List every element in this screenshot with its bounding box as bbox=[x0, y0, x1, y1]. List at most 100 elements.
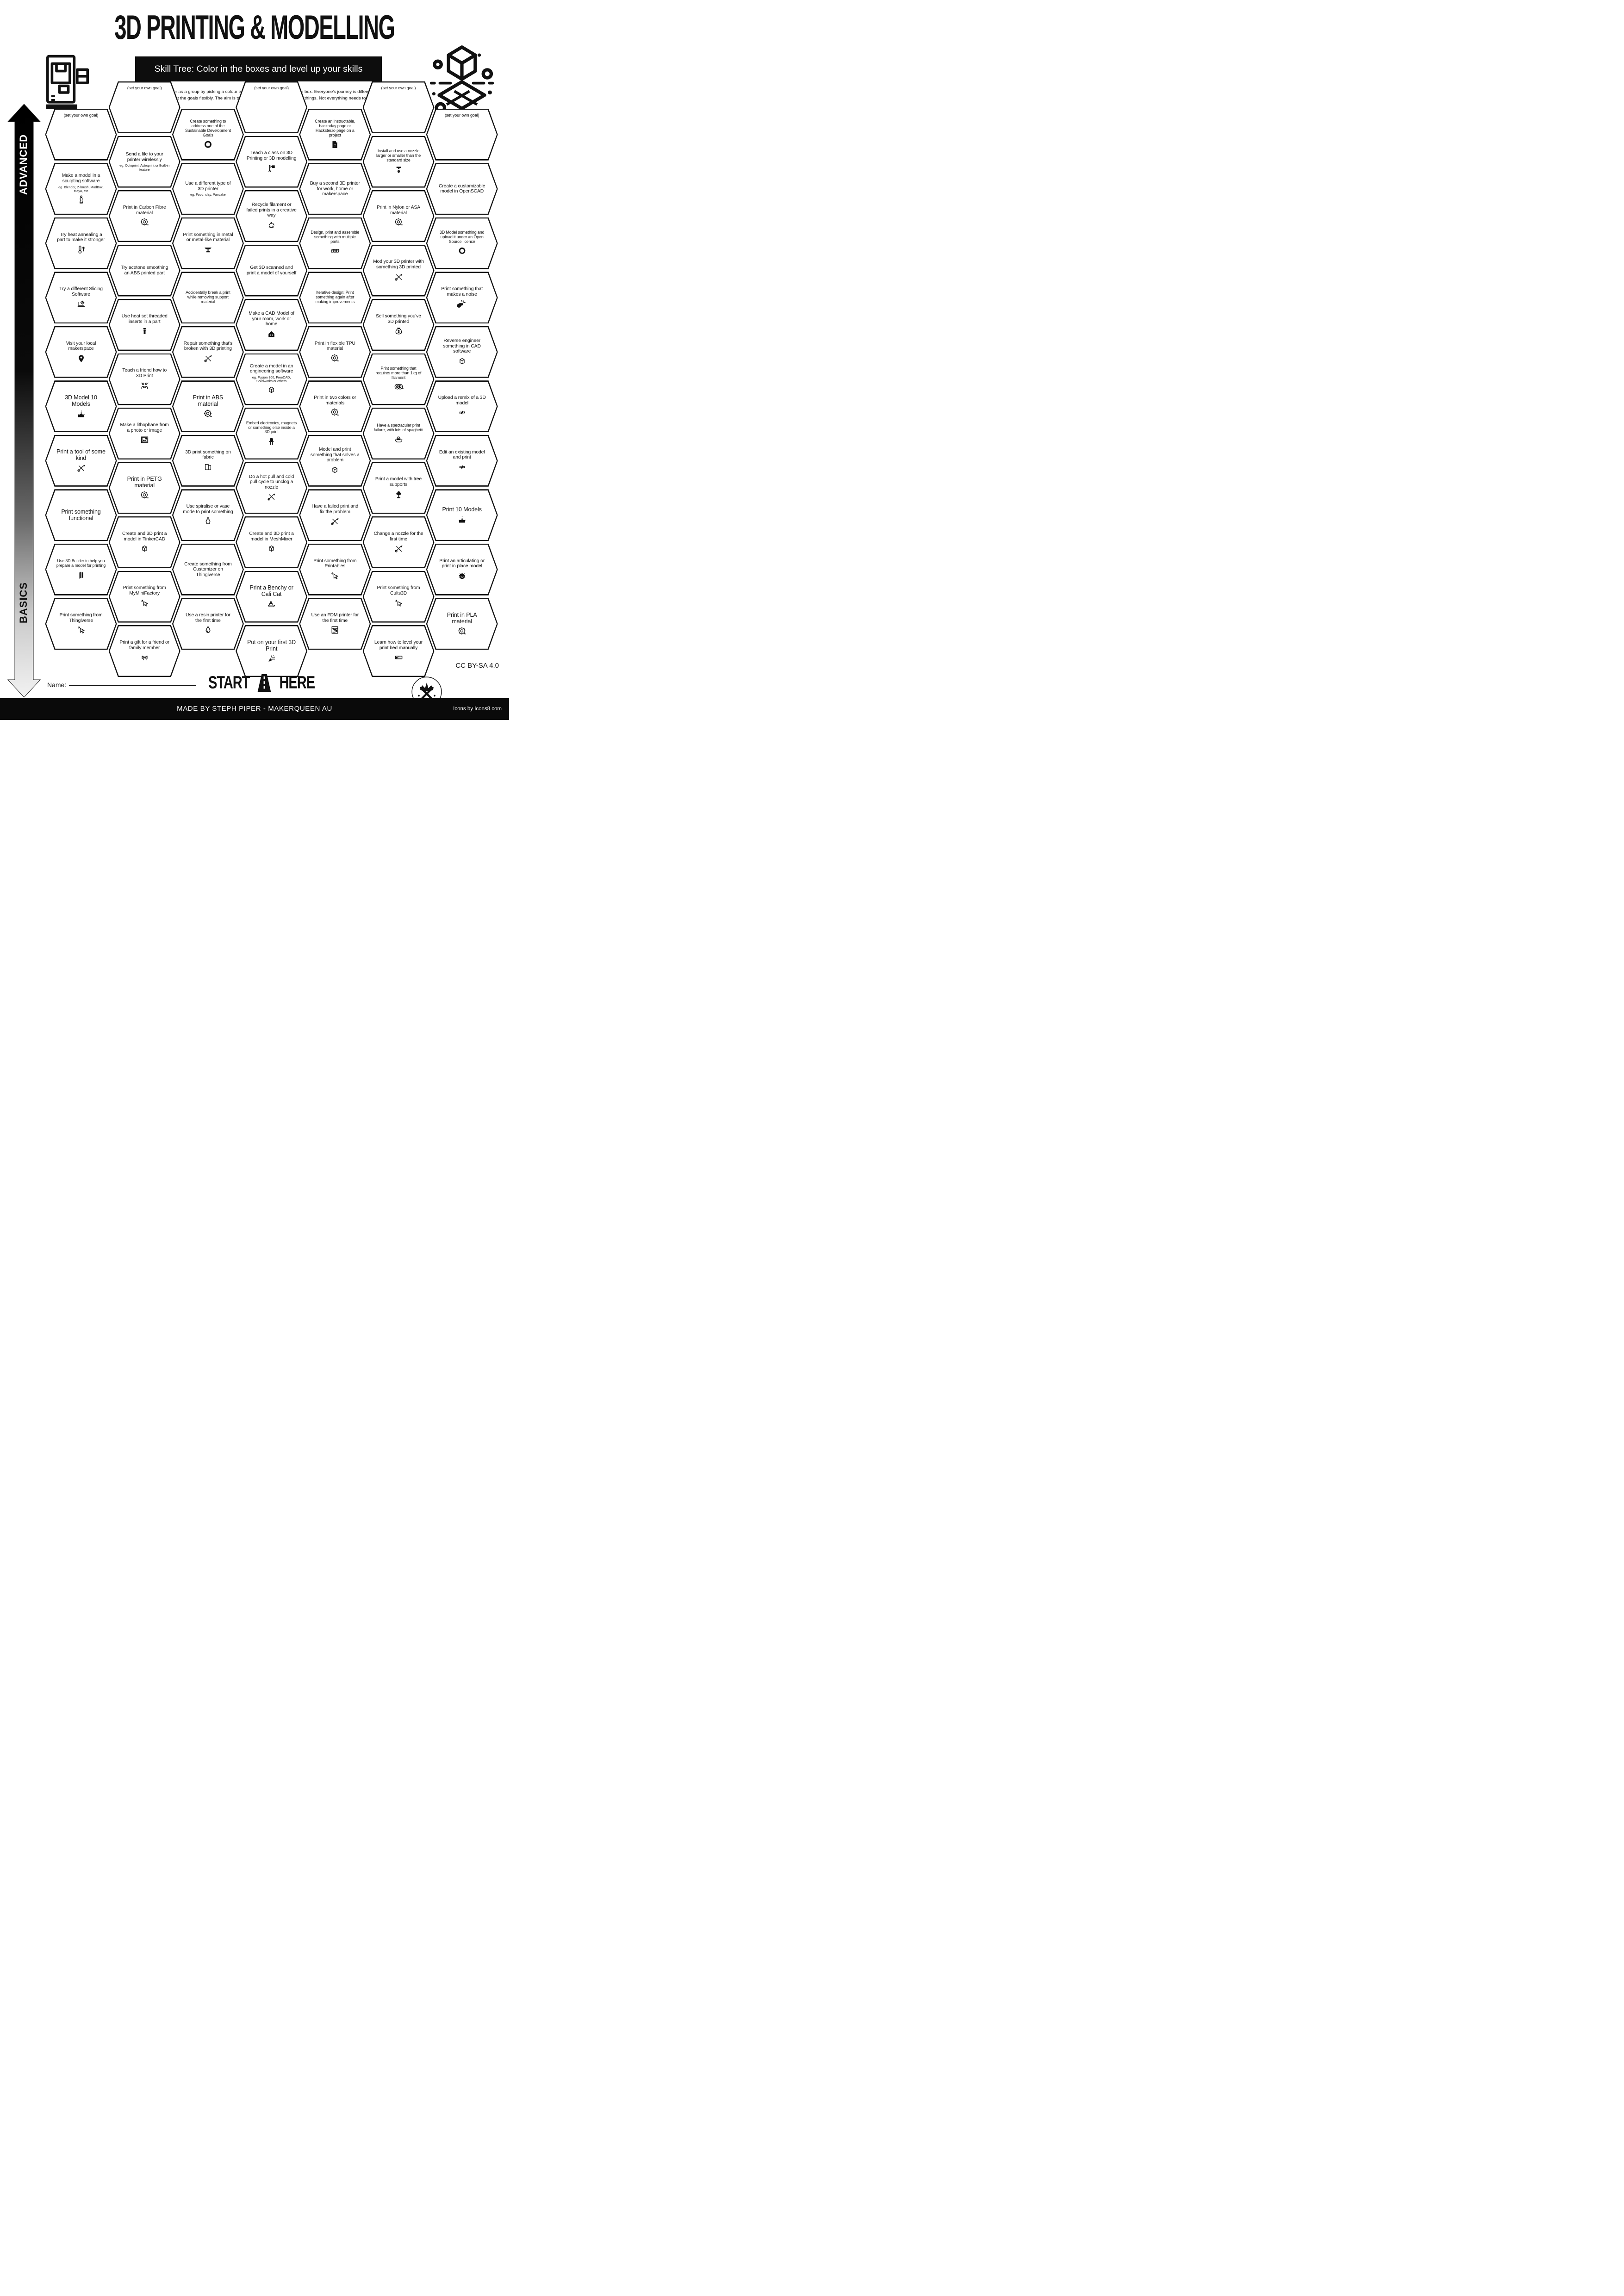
hex-cell[interactable]: Print in PETG material bbox=[108, 462, 180, 514]
hex-cell[interactable]: Print a Benchy or Cali Cat bbox=[236, 571, 308, 623]
crossed-tools-icon bbox=[394, 544, 404, 553]
hex-cell[interactable]: Mod your 3D printer with something 3D pr… bbox=[362, 244, 435, 297]
fabric-icon bbox=[203, 462, 213, 472]
hex-cell[interactable]: Reverse engineer something in CAD softwa… bbox=[426, 326, 498, 378]
hex-cell[interactable]: Use spiralise or vase mode to print some… bbox=[172, 489, 244, 541]
hex-cell[interactable]: 3D print something on fabric bbox=[172, 434, 244, 487]
hex-cell[interactable]: Iterative design: Print something again … bbox=[299, 272, 371, 324]
hex-cell[interactable]: Teach a friend how to 3D Print bbox=[108, 353, 180, 405]
skill-tree-poster: 3D PRINTING & MODELLING S bbox=[0, 0, 509, 720]
hex-cell[interactable]: Use a resin printer for the first time bbox=[172, 598, 244, 650]
hex-goal-cell[interactable]: (set your own goal) bbox=[45, 108, 117, 161]
name-field[interactable]: Name: bbox=[47, 681, 197, 689]
hex-cell[interactable]: 3D Model something and upload it under a… bbox=[426, 217, 498, 269]
hex-cell[interactable]: Use 3D Builder to help you prepare a mod… bbox=[45, 543, 117, 596]
hex-cell[interactable]: Print something functional bbox=[45, 489, 117, 541]
hex-cell[interactable]: Create and 3D print a model in MeshMixer bbox=[236, 516, 308, 568]
recycle-icon bbox=[267, 220, 276, 230]
hex-cell[interactable]: Do a hot pull and cold pull cycle to unc… bbox=[236, 462, 308, 514]
hex-cell[interactable]: Create a model in an engineering softwar… bbox=[236, 353, 308, 405]
cell-title: Install and use a nozzle larger or small… bbox=[376, 149, 421, 162]
cad-cube-icon bbox=[457, 356, 467, 366]
hex-cell[interactable]: Create an instructable, hackaday page or… bbox=[299, 108, 371, 161]
hex-goal-cell[interactable]: (set your own goal) bbox=[426, 108, 498, 161]
hex-cell[interactable]: Print something in metal or metal-like m… bbox=[172, 217, 244, 269]
hex-cell[interactable]: Model and print something that solves a … bbox=[299, 434, 371, 487]
cake-icon bbox=[457, 515, 467, 524]
nozzle-icon bbox=[394, 165, 404, 174]
hex-cell[interactable]: Print something from Printables bbox=[299, 543, 371, 596]
hex-cell[interactable]: Have a spectacular print failure, with l… bbox=[362, 408, 435, 459]
hex-cell[interactable]: Use a different type of 3D printer eg. Fo… bbox=[172, 163, 244, 215]
hex-cell[interactable]: Design, print and assemble something wit… bbox=[299, 217, 371, 269]
hex-cell[interactable]: Send a file to your printer wirelessly eg… bbox=[108, 136, 180, 188]
hex-cell[interactable]: Make a lithophane from a photo or image bbox=[108, 408, 180, 459]
hex-cell[interactable]: Print something that makes a noise bbox=[426, 272, 498, 324]
hex-cell[interactable]: Print in ABS material bbox=[172, 380, 244, 433]
start-label: START bbox=[208, 673, 250, 693]
filament-spool-icon bbox=[394, 217, 404, 227]
hex-goal-cell[interactable]: (set your own goal) bbox=[236, 81, 308, 133]
filament-spool-icon bbox=[140, 217, 149, 227]
cell-title: Create a model in an engineering softwar… bbox=[249, 363, 293, 374]
hex-cell[interactable]: Buy a second 3D printer for work, home o… bbox=[299, 163, 371, 215]
hex-cell[interactable]: Make a model in a sculpting software eg. … bbox=[45, 163, 117, 215]
hex-cell[interactable]: Visit your local makerspace bbox=[45, 326, 117, 378]
hex-cell[interactable]: Create something from Customizer on Thin… bbox=[172, 543, 244, 596]
hex-cell[interactable]: Print something from Thingiverse bbox=[45, 598, 117, 650]
hex-cell[interactable]: Put on your first 3D Print bbox=[236, 625, 308, 677]
cell-title: Use spiralise or vase mode to print some… bbox=[183, 504, 233, 515]
cell-title: Use a different type of 3D printer bbox=[185, 181, 231, 192]
cad-cube-icon bbox=[140, 544, 149, 553]
here-label: HERE bbox=[279, 673, 315, 693]
cell-title: Create an instructable, hackaday page or… bbox=[315, 119, 355, 138]
hex-cell[interactable]: Print in two colors or materials bbox=[299, 380, 371, 433]
hex-cell[interactable]: Create and 3D print a model in TinkerCAD bbox=[108, 516, 180, 568]
hex-cell[interactable]: Create a customizable model in OpenSCAD bbox=[426, 163, 498, 215]
map-pin-icon bbox=[76, 354, 86, 363]
hex-cell[interactable]: Print something from MyMiniFactory bbox=[108, 571, 180, 623]
hex-cell[interactable]: Learn how to level your print bed manual… bbox=[362, 625, 435, 677]
statue-icon bbox=[76, 195, 86, 205]
hex-cell[interactable]: Try heat annealing a part to make it str… bbox=[45, 217, 117, 269]
hex-cell[interactable]: Change a nozzle for the first time bbox=[362, 516, 435, 568]
hex-cell[interactable]: Print a model with tree supports bbox=[362, 462, 435, 514]
hex-cell[interactable]: Print a tool of some kind bbox=[45, 434, 117, 487]
hex-cell[interactable]: Print in Nylon or ASA material bbox=[362, 190, 435, 242]
hex-cell[interactable]: Print something that requires more than … bbox=[362, 353, 435, 405]
icons-credit-text: Icons by Icons8.com bbox=[453, 706, 502, 712]
hex-cell[interactable]: Have a failed print and fix the problem bbox=[299, 489, 371, 541]
road-icon bbox=[255, 673, 274, 693]
cell-title: Print in two colors or materials bbox=[314, 395, 356, 406]
anvil-icon bbox=[203, 245, 213, 254]
hex-cell[interactable]: Print something from Cults3D bbox=[362, 571, 435, 623]
hex-cell[interactable]: Upload a remix of a 3D model bbox=[426, 380, 498, 433]
hex-cell[interactable]: Repair something that's broken with 3D p… bbox=[172, 326, 244, 378]
hex-cell[interactable]: Create something to address one of the S… bbox=[172, 108, 244, 161]
hex-goal-cell[interactable]: (set your own goal) bbox=[108, 81, 180, 133]
hex-cell[interactable]: Make a CAD Model of your room, work or h… bbox=[236, 299, 308, 351]
hex-cell[interactable]: 3D Model 10 Models bbox=[45, 380, 117, 433]
hex-cell[interactable]: Print in flexible TPU material bbox=[299, 326, 371, 378]
hex-cell[interactable]: Accidentally break a print while removin… bbox=[172, 272, 244, 324]
hex-cell[interactable]: Print 10 Models bbox=[426, 489, 498, 541]
hex-cell[interactable]: Recycle filament or failed prints in a c… bbox=[236, 190, 308, 242]
hex-cell[interactable]: Print an articulating or print in place … bbox=[426, 543, 498, 596]
hex-cell[interactable]: Print in Carbon Fibre material bbox=[108, 190, 180, 242]
hex-cell[interactable]: Try acetone smoothing an ABS printed par… bbox=[108, 244, 180, 297]
hex-cell[interactable]: Embed electronics, magnets or something … bbox=[236, 408, 308, 459]
goal-label: (set your own goal) bbox=[254, 86, 289, 91]
hex-cell[interactable]: Try a different Slicing Software bbox=[45, 272, 117, 324]
hex-cell[interactable]: Use heat set threaded inserts in a part bbox=[108, 299, 180, 351]
hex-cell[interactable]: Get 3D scanned and print a model of your… bbox=[236, 244, 308, 297]
hex-cell[interactable]: Sell something you've 3D printed bbox=[362, 299, 435, 351]
hex-cell[interactable]: Use an FDM printer for the first time bbox=[299, 598, 371, 650]
cell-title: Buy a second 3D printer for work, home o… bbox=[310, 181, 360, 197]
hex-cell[interactable]: Teach a class on 3D Printing or 3D model… bbox=[236, 136, 308, 188]
hex-cell[interactable]: Edit an existing model and print bbox=[426, 434, 498, 487]
hex-cell[interactable]: Print in PLA material bbox=[426, 598, 498, 650]
name-rule[interactable] bbox=[69, 685, 197, 686]
hex-cell[interactable]: Install and use a nozzle larger or small… bbox=[362, 136, 435, 188]
hex-goal-cell[interactable]: (set your own goal) bbox=[362, 81, 435, 133]
hex-cell[interactable]: Print a gift for a friend or family memb… bbox=[108, 625, 180, 677]
